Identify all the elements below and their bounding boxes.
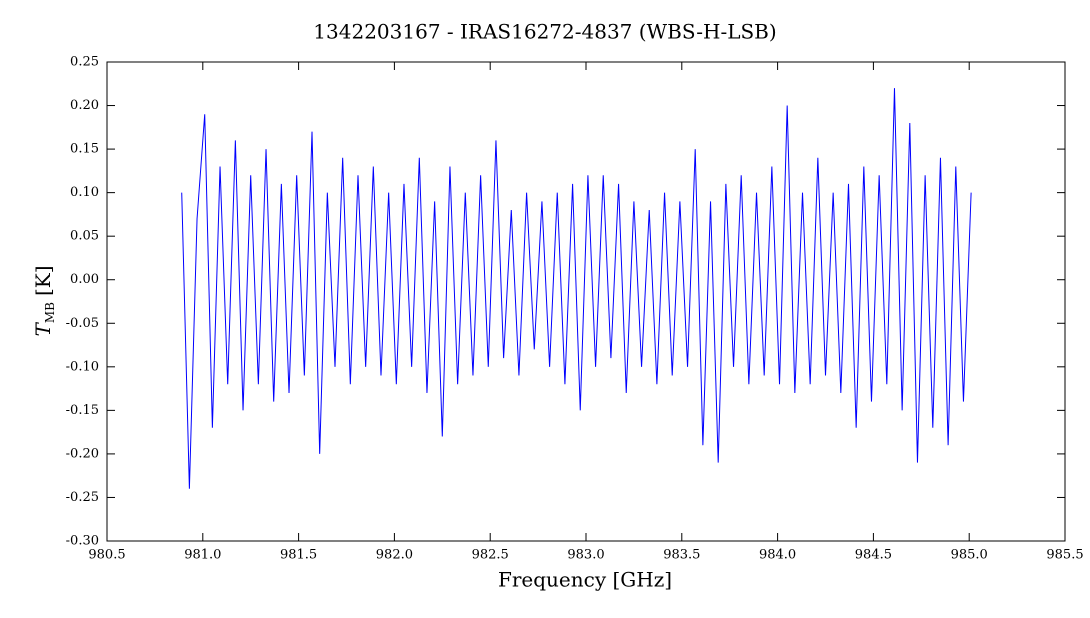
y-tick-label: 0.05 bbox=[70, 229, 99, 244]
x-tick-label: 981.0 bbox=[184, 548, 221, 563]
y-label-subscript: MB bbox=[43, 302, 57, 323]
y-label-unit: [K] bbox=[31, 266, 55, 297]
y-tick-label: 0.25 bbox=[70, 55, 99, 70]
y-axis-label: TMB [K] bbox=[31, 266, 57, 337]
x-tick-label: 985.5 bbox=[1046, 548, 1083, 563]
x-tick-label: 982.0 bbox=[376, 548, 413, 563]
spectrum-line bbox=[181, 88, 972, 489]
x-tick-label: 982.5 bbox=[472, 548, 509, 563]
y-tick-label: -0.30 bbox=[66, 534, 99, 549]
x-tick-label: 983.5 bbox=[663, 548, 700, 563]
y-tick-label: 0.20 bbox=[70, 98, 99, 113]
y-tick-label: 0.00 bbox=[70, 272, 99, 287]
x-tick-label: 985.0 bbox=[951, 548, 988, 563]
y-tick-label: -0.25 bbox=[66, 490, 99, 505]
x-tick-label: 981.5 bbox=[280, 548, 317, 563]
x-tick-label: 984.5 bbox=[855, 548, 892, 563]
y-tick-label: -0.20 bbox=[66, 446, 99, 461]
x-tick-label: 980.5 bbox=[88, 548, 125, 563]
y-tick-label: 0.10 bbox=[70, 185, 99, 200]
y-tick-label: -0.05 bbox=[66, 316, 99, 331]
x-tick-label: 984.0 bbox=[759, 548, 796, 563]
y-label-symbol: T bbox=[31, 322, 55, 337]
x-axis-label: Frequency [GHz] bbox=[498, 568, 672, 592]
y-tick-label: -0.10 bbox=[66, 359, 99, 374]
x-tick-label: 983.0 bbox=[567, 548, 604, 563]
chart-title: 1342203167 - IRAS16272-4837 (WBS-H-LSB) bbox=[313, 20, 776, 44]
y-tick-label: -0.15 bbox=[66, 403, 99, 418]
y-tick-label: 0.15 bbox=[70, 142, 99, 157]
